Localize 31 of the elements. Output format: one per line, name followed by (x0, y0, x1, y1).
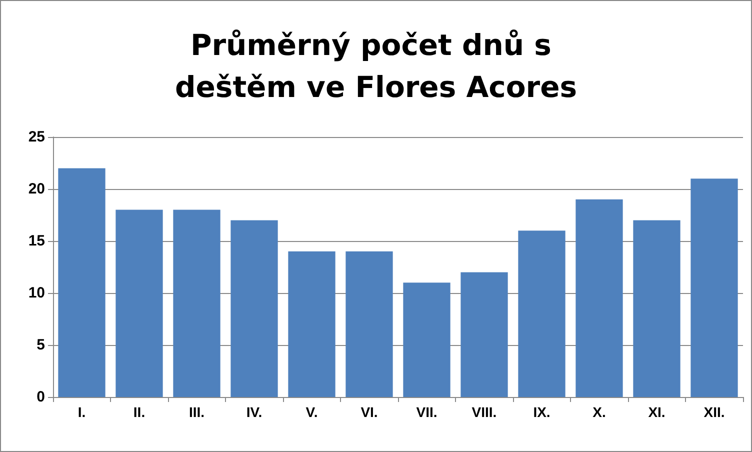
bar (633, 220, 680, 397)
bar (346, 251, 393, 397)
x-tick-label: VII. (416, 404, 438, 420)
y-tick-label: 20 (28, 180, 45, 198)
y-tick-label: 0 (36, 388, 45, 406)
bar (690, 178, 738, 397)
y-tick-label: 10 (28, 284, 45, 302)
bar (403, 282, 450, 397)
bar (518, 230, 566, 397)
y-tick-label: 25 (28, 128, 45, 146)
chart-title: Průměrný počet dnů s deštěm ve Flores Acores (175, 28, 577, 104)
x-tick-label: VI. (360, 404, 378, 420)
bar (288, 251, 336, 397)
x-tick-label: XII. (704, 404, 725, 420)
bar (116, 210, 163, 397)
x-tick-label: I. (78, 404, 86, 420)
bar (230, 220, 278, 397)
x-tick-label: V. (306, 404, 318, 420)
x-tick-label: IV. (246, 404, 262, 420)
bar (58, 168, 106, 397)
x-tick-label: XI. (648, 404, 666, 420)
x-tick-label: III. (188, 404, 205, 420)
x-tick-label: X. (592, 404, 606, 420)
x-tick-label: IX. (533, 404, 550, 420)
bar (173, 210, 220, 397)
y-tick-label: 15 (28, 232, 45, 250)
y-tick-label: 5 (36, 336, 45, 354)
bar (460, 272, 508, 397)
bar (576, 199, 623, 397)
x-tick-label: II. (133, 404, 146, 420)
x-tick-label: VIII. (472, 404, 497, 420)
